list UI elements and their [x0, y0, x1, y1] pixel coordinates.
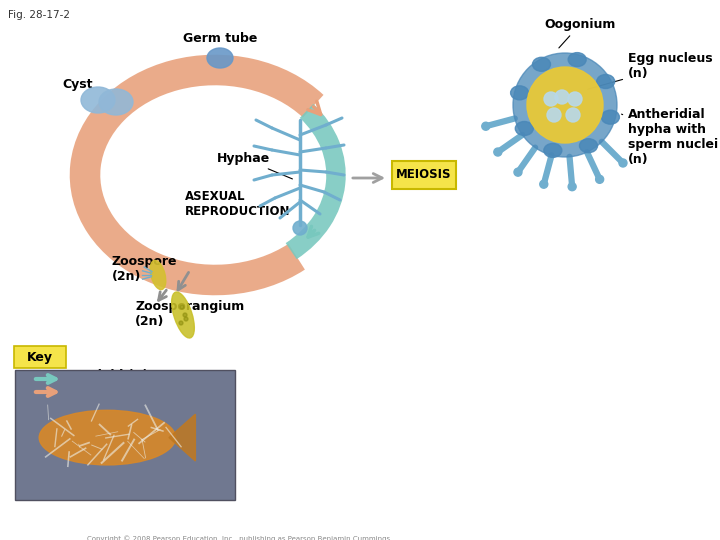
Circle shape: [555, 90, 569, 104]
Ellipse shape: [533, 57, 551, 71]
Text: Haploid (n): Haploid (n): [70, 369, 148, 382]
Ellipse shape: [99, 89, 133, 115]
Circle shape: [595, 176, 603, 183]
Circle shape: [184, 317, 188, 321]
Ellipse shape: [568, 52, 586, 66]
Circle shape: [513, 53, 617, 157]
Ellipse shape: [81, 87, 115, 113]
Circle shape: [544, 92, 558, 106]
Circle shape: [568, 183, 576, 191]
Ellipse shape: [597, 75, 615, 89]
Circle shape: [293, 221, 307, 235]
FancyBboxPatch shape: [14, 346, 66, 368]
Circle shape: [547, 108, 561, 122]
Circle shape: [180, 305, 184, 309]
Circle shape: [494, 148, 502, 156]
Text: Egg nucleus
(n): Egg nucleus (n): [588, 52, 713, 89]
FancyBboxPatch shape: [15, 370, 235, 500]
Ellipse shape: [510, 86, 528, 100]
Circle shape: [540, 180, 548, 188]
Text: Oogonium: Oogonium: [544, 18, 616, 48]
Text: Key: Key: [27, 350, 53, 363]
Circle shape: [527, 67, 603, 143]
Text: Germ tube: Germ tube: [183, 32, 257, 45]
Text: Zoosporangium
(2n): Zoosporangium (2n): [135, 300, 244, 328]
Circle shape: [566, 108, 580, 122]
Ellipse shape: [39, 410, 176, 465]
Circle shape: [568, 92, 582, 106]
Circle shape: [179, 321, 183, 325]
Ellipse shape: [171, 292, 194, 338]
Ellipse shape: [150, 260, 166, 289]
Ellipse shape: [601, 110, 619, 124]
Text: Diploid (2n): Diploid (2n): [70, 382, 153, 395]
Ellipse shape: [207, 48, 233, 68]
Text: MEIOSIS: MEIOSIS: [396, 168, 451, 181]
Ellipse shape: [516, 122, 534, 136]
Ellipse shape: [580, 139, 598, 153]
FancyBboxPatch shape: [392, 161, 456, 189]
Circle shape: [514, 168, 522, 176]
Circle shape: [619, 159, 627, 167]
Text: Hyphae: Hyphae: [217, 152, 292, 179]
Text: ASEXUAL
REPRODUCTION: ASEXUAL REPRODUCTION: [185, 190, 290, 218]
Text: Fig. 28-17-2: Fig. 28-17-2: [8, 10, 70, 20]
Text: Copyright © 2008 Pearson Education, Inc., publishing as Pearson Benjamin Cumming: Copyright © 2008 Pearson Education, Inc.…: [87, 535, 392, 540]
Text: Cyst: Cyst: [62, 78, 92, 91]
Polygon shape: [169, 414, 195, 461]
Circle shape: [482, 122, 490, 130]
Ellipse shape: [544, 144, 562, 157]
Text: Zoospore
(2n): Zoospore (2n): [112, 255, 178, 283]
Circle shape: [183, 313, 187, 317]
Text: Antheridial
hypha with
sperm nuclei
(n): Antheridial hypha with sperm nuclei (n): [621, 108, 718, 166]
